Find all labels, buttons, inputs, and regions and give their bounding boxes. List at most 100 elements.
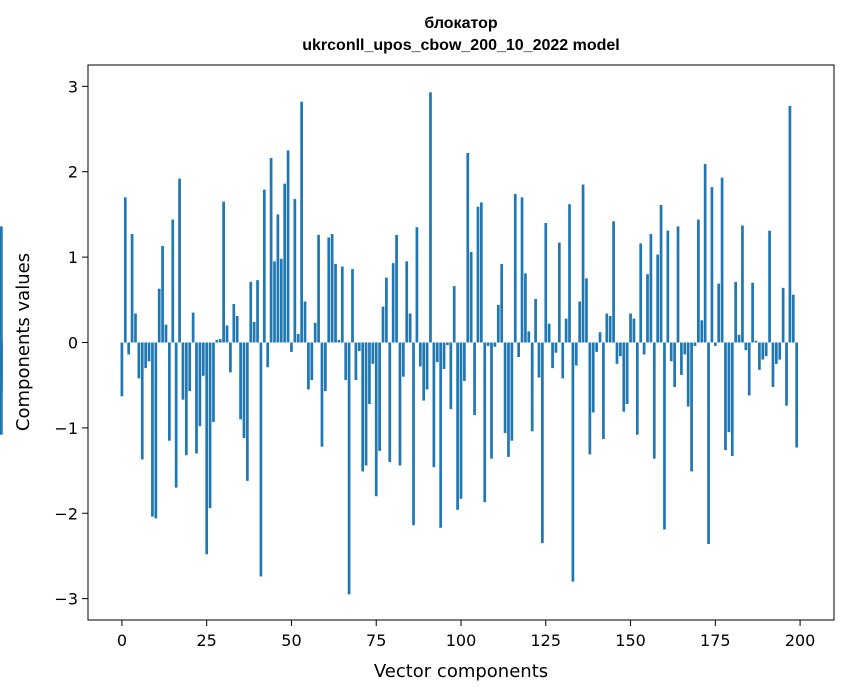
bar-46 [276, 214, 280, 343]
bar-59 [320, 342, 324, 447]
bar-78 [385, 277, 388, 343]
bar-9 [151, 342, 154, 517]
bar-108 [486, 342, 490, 346]
bar-81 [395, 234, 398, 343]
bar-148 [622, 342, 626, 412]
bar-123 [537, 342, 541, 378]
bar-39 [252, 322, 256, 343]
bar-18 [181, 342, 185, 400]
bar-161 [666, 230, 670, 343]
bar-122 [534, 298, 537, 343]
bar-14 [168, 342, 171, 441]
bar-130 [561, 342, 565, 379]
bar-152 [635, 342, 639, 435]
bar-92 [432, 342, 436, 468]
bar-80 [391, 263, 395, 343]
bar-156 [649, 234, 653, 343]
bar-198 [791, 294, 795, 343]
bar-58 [317, 234, 320, 343]
bar-139 [591, 342, 595, 413]
bar-165 [680, 342, 683, 375]
bar-134 [574, 342, 578, 366]
bar-10 [154, 342, 158, 519]
bar-93 [435, 342, 439, 363]
bar-49 [286, 150, 290, 343]
y-axis-ticks: −3 −2 −1 0 1 2 3 [54, 77, 88, 609]
bar-181 [734, 281, 738, 343]
bar-157 [652, 342, 656, 459]
bar-138 [588, 342, 592, 455]
bar-12 [161, 246, 164, 343]
bar-53 [300, 101, 303, 343]
bar-107 [483, 342, 487, 503]
bar-101 [463, 342, 466, 381]
bar-2 [127, 342, 131, 355]
bar-15 [171, 219, 175, 343]
bar-126 [547, 323, 551, 343]
bar-162 [669, 342, 673, 362]
bar-146 [615, 342, 619, 364]
bar-112 [500, 263, 504, 343]
bar-68 [351, 269, 354, 343]
bar-7 [144, 342, 147, 369]
bar-71 [361, 342, 365, 472]
bar-64 [337, 339, 341, 343]
bar-43 [266, 342, 270, 368]
bar-185 [747, 342, 751, 396]
bar-86 [412, 342, 415, 526]
bar-118 [520, 197, 524, 343]
bar-30 [222, 201, 225, 343]
bar-191 [768, 230, 771, 343]
y-tick-label: −3 [54, 590, 78, 609]
bar-177 [720, 177, 724, 343]
bar-42 [262, 189, 266, 343]
bar-44 [269, 158, 273, 343]
bar-199 [795, 342, 799, 448]
bar-5 [137, 342, 141, 379]
bar-155 [646, 274, 649, 343]
bar-128 [554, 342, 558, 353]
bar-72 [364, 342, 368, 466]
bar-109 [490, 342, 493, 459]
bar-192 [771, 342, 775, 387]
bar-145 [612, 221, 615, 343]
y-tick-label: 1 [68, 248, 78, 267]
bar-175 [713, 342, 717, 346]
bar-164 [676, 226, 680, 343]
bar-21 [191, 312, 195, 343]
bar-56 [310, 342, 314, 381]
bar-104 [473, 342, 476, 416]
bar-undefined [0, 226, 3, 343]
bar-91 [429, 92, 432, 343]
x-tick-label: 75 [366, 631, 386, 650]
bar-119 [524, 273, 527, 343]
bar-66 [344, 342, 348, 381]
bar-40 [256, 280, 259, 343]
bar-69 [354, 342, 358, 381]
bar-113 [503, 342, 507, 434]
bar-89 [422, 342, 426, 401]
bar-163 [673, 342, 676, 387]
bar-136 [581, 184, 585, 343]
bar-98 [452, 286, 456, 343]
bar-28 [215, 339, 219, 343]
bar-undefined [0, 342, 3, 389]
bar-22 [195, 342, 198, 454]
bar-132 [568, 204, 571, 343]
bar-141 [598, 332, 602, 343]
bar-121 [530, 342, 534, 432]
x-tick-label: 100 [446, 631, 477, 650]
x-tick-label: 50 [281, 631, 301, 650]
bar-32 [229, 342, 232, 373]
bar-97 [449, 342, 453, 410]
x-tick-label: 125 [530, 631, 561, 650]
bar-74 [371, 342, 375, 364]
bar-153 [639, 243, 643, 343]
bar-1 [123, 197, 127, 343]
x-axis-ticks: 0 25 50 75 100 125 150 175 200 [117, 620, 815, 650]
bar-167 [686, 342, 690, 407]
bar-180 [730, 342, 734, 457]
bar-52 [296, 333, 300, 343]
bar-16 [174, 342, 178, 488]
bar-11 [157, 288, 161, 343]
